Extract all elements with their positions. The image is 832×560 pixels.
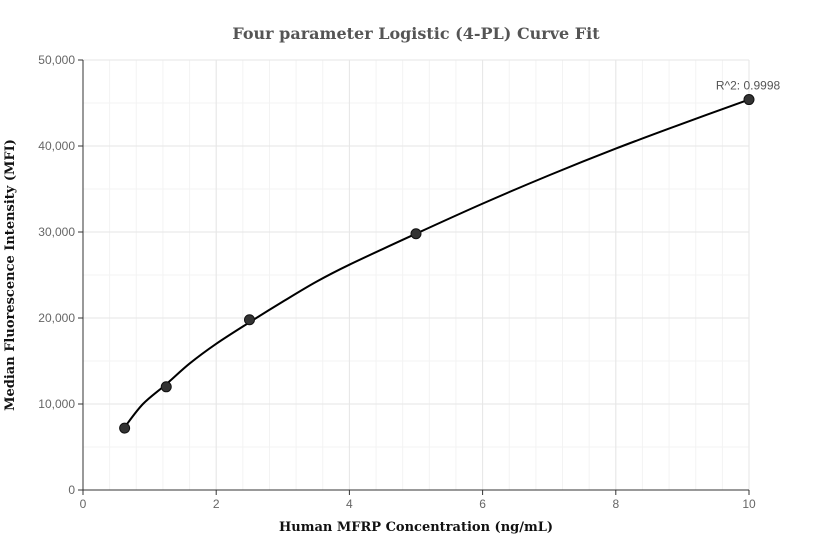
axes [82,60,749,491]
x-axis-ticks: 0 2 4 6 8 10 [80,490,756,511]
data-point [743,94,755,106]
x-tick-label: 0 [80,497,87,511]
x-tick-label: 8 [612,497,619,511]
x-tick-label: 10 [742,497,756,511]
r-squared-annotation: R^2: 0.9998 [716,79,781,93]
x-tick-label: 4 [346,497,353,511]
y-tick-label: 20,000 [38,311,75,325]
data-point [119,422,131,434]
x-axis-title: Human MFRP Concentration (ng/mL) [279,520,553,535]
y-tick-label: 50,000 [38,53,75,67]
minor-grid [82,60,750,490]
y-tick-label: 40,000 [38,139,75,153]
x-tick-label: 2 [213,497,220,511]
data-point [410,228,422,240]
x-tick-label: 6 [479,497,486,511]
chart-title: Four parameter Logistic (4-PL) Curve Fit [232,24,600,43]
y-tick-label: 0 [68,483,75,497]
data-point [244,314,255,326]
data-points [119,94,755,434]
data-point [160,381,172,393]
y-axis-title: Median Fluorescence Intensity (MFI) [3,139,18,411]
fit-curve-line [123,98,750,428]
y-tick-label: 30,000 [38,225,75,239]
y-axis-ticks: 0 10,000 20,000 30,000 40,000 50,000 [38,53,83,497]
y-tick-label: 10,000 [38,397,75,411]
